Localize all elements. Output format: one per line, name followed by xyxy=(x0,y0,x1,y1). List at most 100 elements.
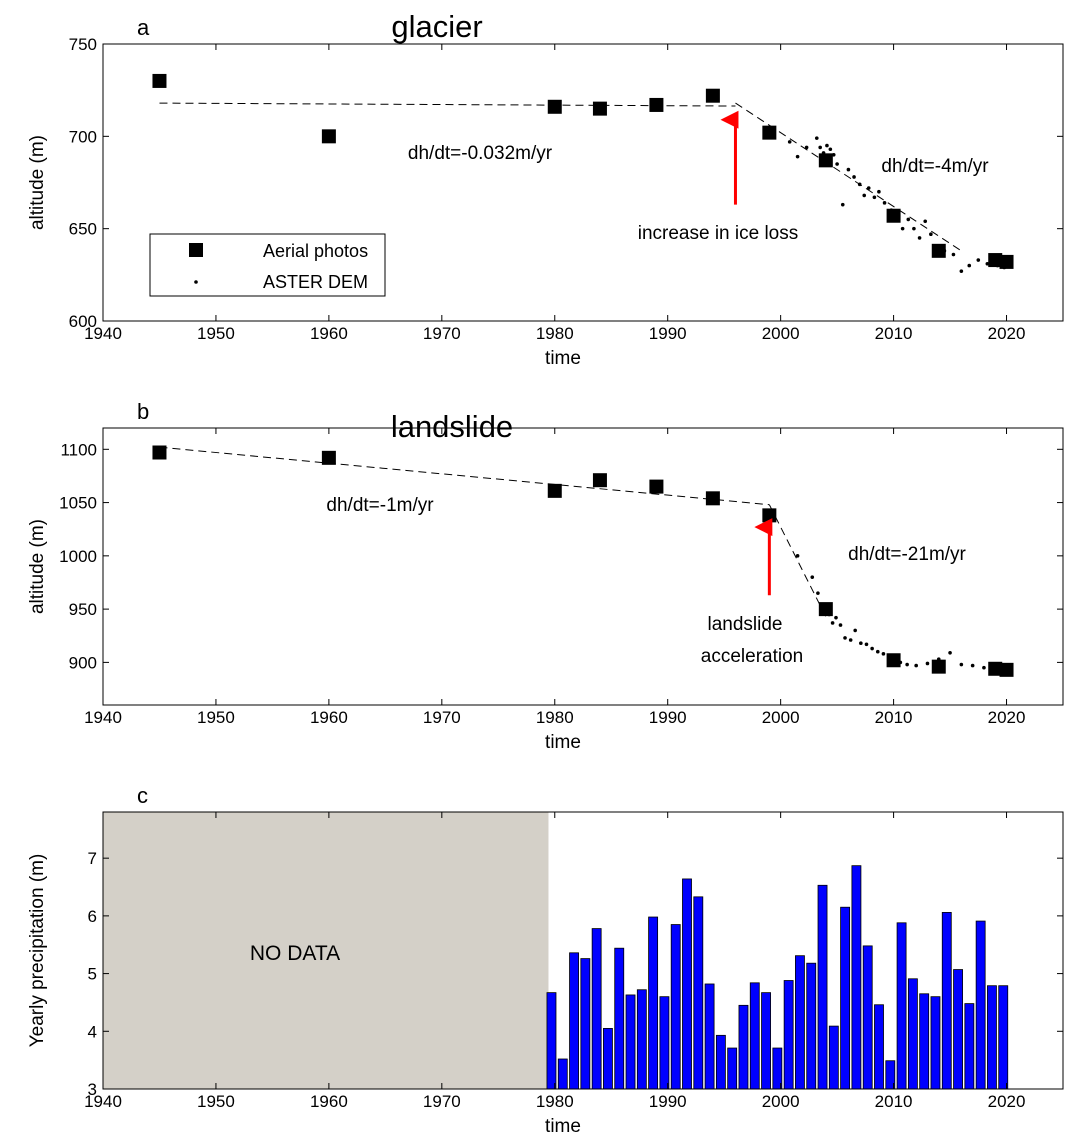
x-tick-label-1990: 1990 xyxy=(649,324,687,343)
aerial-photo-point xyxy=(886,653,901,668)
precip-bar-2002 xyxy=(806,962,817,1090)
aster-dem-point xyxy=(835,162,839,166)
x-axis-label: time xyxy=(545,732,581,753)
y-tick-label-7: 7 xyxy=(88,849,97,868)
fit-line-0 xyxy=(159,446,770,506)
legend: Aerial photos ASTER DEM xyxy=(149,233,386,297)
aerial-photo-point xyxy=(649,479,664,494)
legend-label-aster-dem: ASTER DEM xyxy=(263,272,368,292)
precip-bar-1989 xyxy=(659,996,670,1090)
legend-label-aerial-photos: Aerial photos xyxy=(263,241,368,261)
aster-dem-point xyxy=(804,145,809,150)
precip-bar-2017 xyxy=(975,920,986,1090)
y-tick-label-1050: 1050 xyxy=(59,494,97,513)
y-tick-label-3: 3 xyxy=(88,1080,97,1099)
aerial-photo-point xyxy=(988,253,1003,268)
x-tick-label-1980: 1980 xyxy=(536,1092,574,1111)
precip-bar-1987 xyxy=(636,989,647,1090)
aster-dem-point xyxy=(905,662,909,667)
y-axis-label: Yearly precipitation (m) xyxy=(27,854,48,1048)
aster-dem-point xyxy=(795,154,800,159)
aster-dem-point xyxy=(982,665,986,670)
precip-bar-1984 xyxy=(603,1028,613,1090)
fit-label-1: dh/dt=-21m/yr xyxy=(848,544,966,565)
aster-dem-point xyxy=(985,261,990,266)
y-tick-label-600: 600 xyxy=(69,312,97,331)
precip-bar-2004 xyxy=(828,1025,839,1090)
aerial-photo-point xyxy=(988,661,1003,676)
x-tick-label-2020: 2020 xyxy=(988,708,1026,727)
aster-dem-point xyxy=(914,663,918,668)
x-tick-label-1980: 1980 xyxy=(536,324,574,343)
aerial-photo-point xyxy=(705,88,720,103)
fit-label-1: dh/dt=-4m/yr xyxy=(881,156,989,177)
aster-dem-point xyxy=(830,621,835,625)
x-tick-label-2000: 2000 xyxy=(762,324,800,343)
chart-title: glacier xyxy=(391,9,482,44)
no-data-text: NO DATA xyxy=(250,942,340,965)
precip-bar-1998 xyxy=(761,992,771,1090)
precip-bar-1990 xyxy=(670,924,681,1090)
aster-dem-point xyxy=(843,636,847,640)
x-tick-label-2020: 2020 xyxy=(988,1092,1026,1111)
y-tick-label-950: 950 xyxy=(69,600,97,619)
precip-bar-1996 xyxy=(738,1004,749,1090)
x-tick-label-2020: 2020 xyxy=(988,324,1026,343)
precip-bar-1997 xyxy=(749,982,760,1090)
aerial-photo-point xyxy=(931,243,946,258)
aster-dem-point xyxy=(795,554,800,558)
aster-dem-point xyxy=(967,263,972,268)
aerial-photo-point xyxy=(321,450,336,465)
panel-label: c xyxy=(137,783,148,808)
precip-bar-1982 xyxy=(580,958,591,1090)
x-tick-label-1990: 1990 xyxy=(649,708,687,727)
aster-dem-point xyxy=(864,642,869,647)
x-tick-label-2010: 2010 xyxy=(875,708,913,727)
y-tick-label-5: 5 xyxy=(88,965,97,984)
x-tick-label-1970: 1970 xyxy=(423,324,461,343)
aerial-photo-point xyxy=(321,129,336,144)
x-tick-label-1940: 1940 xyxy=(84,1092,122,1111)
x-tick-label-1990: 1990 xyxy=(649,1092,687,1111)
precip-bar-1981 xyxy=(569,952,579,1090)
precip-bar-1992 xyxy=(693,896,704,1090)
aster-dem-point xyxy=(840,202,845,207)
aerial-photo-point xyxy=(547,99,562,114)
aster-dem-point xyxy=(925,661,930,666)
fit-label-0: dh/dt=-1m/yr xyxy=(326,495,434,516)
precip-bar-1993 xyxy=(704,983,715,1090)
precip-bar-2003 xyxy=(817,884,828,1090)
y-tick-label-700: 700 xyxy=(69,127,97,146)
aerial-photo-point xyxy=(818,602,833,617)
aerial-photo-point xyxy=(547,483,562,498)
precip-bar-2001 xyxy=(795,955,805,1090)
precip-bar-2012 xyxy=(919,993,930,1090)
aster-dem-point xyxy=(818,145,822,150)
aster-dem-point xyxy=(872,195,877,200)
aerial-photo-point xyxy=(649,97,664,112)
y-tick-label-6: 6 xyxy=(88,907,97,926)
x-tick-label-1940: 1940 xyxy=(84,708,122,727)
y-tick-label-1000: 1000 xyxy=(59,547,97,566)
panel-label: b xyxy=(137,399,149,424)
aerial-photo-point xyxy=(152,445,167,460)
x-tick-label-1960: 1960 xyxy=(310,324,348,343)
no-data-region xyxy=(103,812,549,1089)
precip-bar-1983 xyxy=(591,928,602,1090)
aster-dem-point xyxy=(838,623,843,627)
precip-bar-2006 xyxy=(851,865,862,1090)
precip-bar-2005 xyxy=(840,906,851,1090)
aster-dem-point xyxy=(959,662,964,667)
aster-dem-point xyxy=(831,153,836,157)
aerial-photo-point xyxy=(818,153,833,168)
aster-dem-point xyxy=(870,646,874,651)
aerial-photo-point xyxy=(762,508,777,523)
plot-frame xyxy=(102,811,1064,1090)
precip-bar-2018 xyxy=(987,985,997,1090)
chart-title: landslide xyxy=(391,409,513,444)
panel-label: a xyxy=(137,15,150,40)
precip-bar-1985 xyxy=(614,947,625,1090)
x-tick-label-1950: 1950 xyxy=(197,1092,235,1111)
x-tick-label-2010: 2010 xyxy=(875,324,913,343)
aster-dem-point xyxy=(814,136,819,140)
